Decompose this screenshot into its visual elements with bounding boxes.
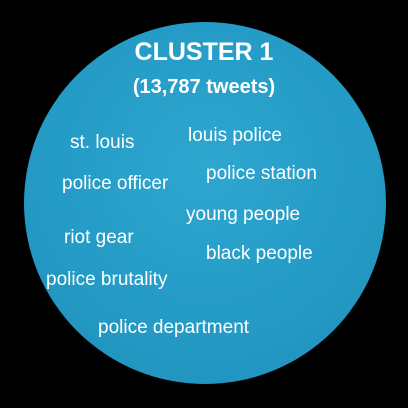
cluster-circle — [24, 22, 386, 384]
term-st-louis: st. louis — [70, 132, 135, 153]
cluster-title: CLUSTER 1 — [134, 38, 274, 66]
term-young-people: young people — [186, 204, 301, 225]
term-black-people: black people — [206, 243, 313, 264]
term-police-department: police department — [98, 317, 250, 338]
term-police-brutality: police brutality — [46, 269, 168, 290]
term-police-officer: police officer — [62, 173, 169, 194]
term-police-station: police station — [206, 163, 317, 184]
cluster-tweet-count: (13,787 tweets) — [132, 76, 276, 98]
term-louis-police: louis police — [188, 125, 282, 146]
term-riot-gear: riot gear — [64, 227, 134, 248]
